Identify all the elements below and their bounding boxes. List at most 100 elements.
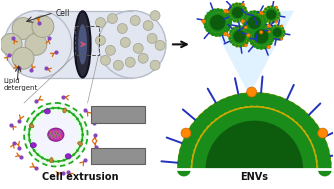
Circle shape xyxy=(271,34,275,39)
Circle shape xyxy=(270,35,273,37)
Circle shape xyxy=(238,25,242,29)
Circle shape xyxy=(227,3,247,22)
Circle shape xyxy=(282,27,284,30)
Circle shape xyxy=(242,19,244,22)
Circle shape xyxy=(269,28,273,32)
Circle shape xyxy=(208,30,212,34)
Circle shape xyxy=(242,43,245,47)
Circle shape xyxy=(216,8,220,12)
Circle shape xyxy=(33,149,35,152)
Circle shape xyxy=(235,26,238,29)
Circle shape xyxy=(263,45,267,49)
Circle shape xyxy=(256,31,260,34)
Circle shape xyxy=(30,144,33,147)
Circle shape xyxy=(224,32,227,36)
Circle shape xyxy=(311,133,325,147)
Circle shape xyxy=(0,33,22,55)
Circle shape xyxy=(269,29,272,31)
Circle shape xyxy=(232,27,235,31)
Circle shape xyxy=(248,23,274,49)
Circle shape xyxy=(229,30,233,33)
Circle shape xyxy=(253,43,257,48)
Circle shape xyxy=(241,4,244,7)
Circle shape xyxy=(241,26,245,29)
Bar xyxy=(75,26,99,55)
Circle shape xyxy=(236,20,239,23)
Circle shape xyxy=(276,9,279,12)
Circle shape xyxy=(29,108,82,162)
Circle shape xyxy=(24,103,88,167)
Wedge shape xyxy=(205,121,303,170)
Circle shape xyxy=(33,112,78,158)
Circle shape xyxy=(125,57,135,67)
Circle shape xyxy=(318,156,332,170)
Circle shape xyxy=(288,105,302,119)
Circle shape xyxy=(262,6,280,23)
Text: Cell: Cell xyxy=(56,9,70,18)
Circle shape xyxy=(260,31,263,34)
Ellipse shape xyxy=(63,108,66,113)
Circle shape xyxy=(101,55,111,65)
FancyArrowPatch shape xyxy=(173,42,187,47)
Circle shape xyxy=(269,32,272,34)
Circle shape xyxy=(241,20,244,23)
Circle shape xyxy=(256,24,260,28)
Circle shape xyxy=(272,96,286,110)
Circle shape xyxy=(108,14,117,23)
Circle shape xyxy=(245,14,263,31)
Circle shape xyxy=(266,43,270,48)
Circle shape xyxy=(282,34,285,37)
Circle shape xyxy=(217,32,222,37)
Circle shape xyxy=(230,18,233,21)
Circle shape xyxy=(248,31,253,35)
Circle shape xyxy=(242,17,246,21)
Circle shape xyxy=(227,34,230,37)
Circle shape xyxy=(225,12,229,17)
Circle shape xyxy=(254,92,268,106)
Circle shape xyxy=(207,12,211,16)
Circle shape xyxy=(248,38,253,42)
Circle shape xyxy=(63,108,65,111)
Circle shape xyxy=(266,94,280,108)
Circle shape xyxy=(179,144,193,158)
Circle shape xyxy=(252,27,271,46)
Circle shape xyxy=(283,31,286,34)
Circle shape xyxy=(314,138,328,152)
Circle shape xyxy=(269,41,273,45)
Circle shape xyxy=(269,21,271,24)
Circle shape xyxy=(244,11,248,14)
Circle shape xyxy=(253,31,256,35)
Circle shape xyxy=(202,19,206,23)
Ellipse shape xyxy=(48,128,64,141)
Circle shape xyxy=(272,37,275,40)
Circle shape xyxy=(239,44,242,48)
Circle shape xyxy=(68,110,70,113)
Circle shape xyxy=(204,9,231,36)
Circle shape xyxy=(193,117,207,131)
Circle shape xyxy=(244,27,248,31)
Circle shape xyxy=(202,108,216,122)
Circle shape xyxy=(226,27,230,31)
Ellipse shape xyxy=(75,11,91,77)
Circle shape xyxy=(261,27,265,31)
Circle shape xyxy=(259,29,263,33)
Circle shape xyxy=(229,5,232,9)
Circle shape xyxy=(281,25,283,27)
Circle shape xyxy=(228,15,231,18)
Circle shape xyxy=(263,24,266,28)
Circle shape xyxy=(256,11,260,15)
Circle shape xyxy=(264,8,267,10)
Circle shape xyxy=(120,37,130,47)
Circle shape xyxy=(278,13,281,16)
Circle shape xyxy=(317,150,331,164)
Circle shape xyxy=(256,45,260,49)
Circle shape xyxy=(155,40,165,50)
Circle shape xyxy=(268,31,271,33)
Circle shape xyxy=(80,128,84,131)
Circle shape xyxy=(248,34,252,39)
Circle shape xyxy=(228,33,232,37)
Circle shape xyxy=(263,10,265,13)
Circle shape xyxy=(271,5,273,8)
Circle shape xyxy=(212,101,226,115)
Circle shape xyxy=(318,163,332,176)
